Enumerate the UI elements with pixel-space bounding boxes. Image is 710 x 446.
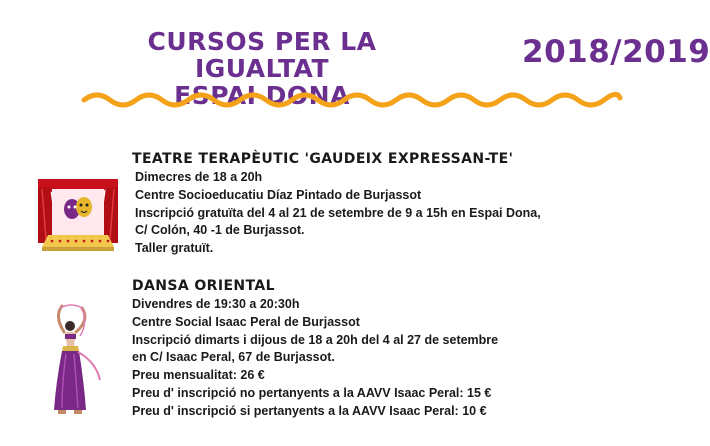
- course-fee-non-member: Preu d' inscripció no pertanyents a la A…: [132, 385, 492, 400]
- page-title: CURSOS PER LA IGUALTAT ESPAI DONA: [78, 28, 446, 109]
- theatre-stage-icon: [38, 179, 118, 251]
- course-address: C/ Colón, 40 -1 de Burjassot.: [135, 223, 305, 238]
- title-line-1: CURSOS PER LA IGUALTAT: [147, 27, 377, 83]
- course-schedule: Dimecres de 18 a 20h: [135, 170, 263, 184]
- course-registration: Inscripció gratuïta del 4 al 21 de setem…: [135, 205, 541, 220]
- course-registration: Inscripció dimarts i dijous de 18 a 20h …: [132, 332, 499, 347]
- course-schedule: Divendres de 19:30 a 20:30h: [132, 297, 300, 311]
- school-year: 2018/2019: [522, 34, 710, 70]
- course-price-note: Taller gratuït.: [135, 241, 214, 256]
- course-venue: Centre Socioeducatiu Díaz Pintado de Bur…: [135, 187, 422, 202]
- course-theatre: TEATRE TERAPÈUTIC 'GAUDEIX EXPRESSAN-TE'…: [132, 151, 541, 258]
- wave-divider: [81, 92, 623, 108]
- belly-dancer-icon: [54, 304, 101, 414]
- course-monthly-price: Preu mensualitat: 26 €: [132, 368, 265, 383]
- course-dance: DANSA ORIENTAL Divendres de 19:30 a 20:3…: [132, 278, 498, 421]
- course-title: DANSA ORIENTAL: [132, 278, 275, 294]
- course-venue: Centre Social Isaac Peral de Burjassot: [132, 314, 360, 329]
- course-fee-member: Preu d' inscripció si pertanyents a la A…: [132, 403, 487, 418]
- course-address: en C/ Isaac Peral, 67 de Burjassot.: [132, 350, 335, 365]
- course-title: TEATRE TERAPÈUTIC 'GAUDEIX EXPRESSAN-TE': [132, 151, 514, 167]
